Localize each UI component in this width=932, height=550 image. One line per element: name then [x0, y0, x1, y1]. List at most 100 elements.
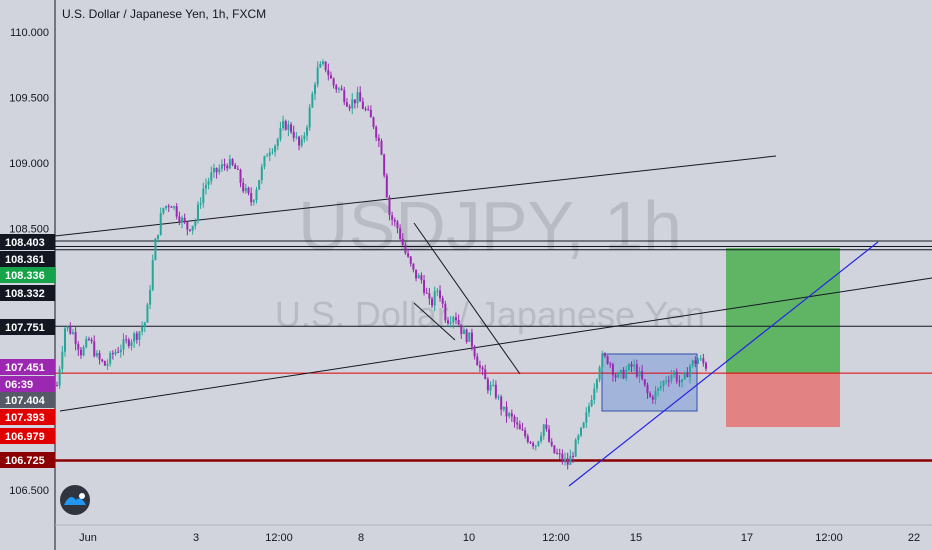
candle-body-231 [670, 375, 673, 381]
candle-body-111 [351, 99, 354, 109]
candle-body-155 [468, 332, 471, 342]
candle-body-23 [117, 351, 120, 353]
candle-body-72 [247, 187, 250, 194]
candle-body-56 [204, 184, 207, 189]
candle-body-120 [375, 127, 378, 138]
candle-body-51 [191, 225, 194, 231]
candle-body-122 [380, 140, 383, 155]
candle-body-19 [106, 363, 109, 366]
candle-body-191 [564, 458, 567, 461]
candle-body-171 [510, 413, 513, 417]
candle-body-69 [239, 169, 242, 183]
candle-body-41 [165, 205, 168, 208]
x-tick-label-9: 22 [908, 532, 920, 544]
price-label-3: 108.332 [5, 288, 45, 300]
candle-body-148 [449, 322, 452, 324]
price-label-bg-2 [0, 267, 55, 283]
candle-body-17 [101, 359, 104, 362]
y-tick-label-2: 109.000 [9, 158, 49, 170]
x-tick-label-5: 12:00 [542, 532, 570, 544]
candle-body-147 [446, 320, 449, 324]
candle-body-190 [561, 453, 564, 461]
candle-body-150 [454, 317, 457, 320]
candle-body-149 [452, 317, 455, 323]
candle-body-206 [603, 354, 606, 357]
candle-body-198 [582, 422, 585, 428]
candle-body-197 [579, 427, 582, 436]
candle-body-157 [473, 346, 476, 357]
candle-body-76 [258, 180, 261, 190]
candle-body-237 [686, 372, 689, 378]
candle-body-129 [399, 228, 402, 239]
stop-zone[interactable] [726, 373, 840, 427]
candle-body-77 [260, 166, 263, 181]
candle-body-188 [556, 452, 559, 454]
y-tick-label-1: 109.500 [9, 92, 49, 104]
chart-title: U.S. Dollar / Japanese Yen, 1h, FXCM [62, 7, 266, 21]
candle-body-132 [407, 253, 410, 257]
candle-body-141 [431, 298, 434, 306]
candle-body-106 [337, 88, 340, 90]
candle-body-22 [114, 351, 117, 355]
rising-support-line[interactable] [568, 241, 879, 487]
candle-body-164 [492, 384, 495, 386]
candle-body-24 [119, 349, 122, 353]
candle-body-225 [654, 390, 657, 400]
upper-trendline[interactable] [54, 155, 777, 237]
candle-body-15 [95, 353, 98, 357]
candle-body-174 [518, 424, 521, 430]
candle-body-229 [665, 380, 668, 382]
lower-trendline[interactable] [59, 277, 932, 412]
candle-body-18 [103, 361, 106, 366]
candle-body-235 [681, 379, 684, 383]
candle-body-159 [478, 365, 481, 368]
candle-body-31 [138, 331, 141, 340]
candle-body-81 [271, 151, 274, 153]
candle-body-118 [369, 109, 372, 118]
candle-body-36 [151, 260, 154, 290]
candle-body-67 [234, 164, 237, 169]
candle-body-60 [215, 167, 218, 173]
candle-body-3 [63, 328, 66, 352]
price-label-bg-10 [0, 452, 55, 468]
candle-body-10 [82, 346, 85, 356]
candle-body-151 [457, 319, 460, 325]
candle-body-195 [574, 439, 577, 457]
candle-body-39 [159, 213, 162, 235]
candle-body-37 [154, 238, 157, 261]
channel-lower-line[interactable] [413, 302, 456, 341]
channel-upper-line[interactable] [413, 222, 521, 375]
x-tick-label-1: 3 [193, 532, 199, 544]
candle-body-181 [537, 441, 540, 446]
price-label-10: 106.725 [5, 455, 45, 467]
candle-body-178 [529, 442, 532, 444]
candle-body-0 [56, 385, 58, 387]
candle-body-176 [524, 430, 527, 437]
price-label-bg-9 [0, 428, 55, 444]
y-tick-label-3: 108.500 [9, 223, 49, 235]
candle-body-202 [593, 388, 596, 400]
candle-body-167 [500, 396, 503, 410]
candle-body-140 [428, 293, 431, 299]
candle-body-25 [122, 339, 125, 350]
tradingview-logo-icon[interactable] [60, 485, 90, 515]
candle-body-16 [98, 353, 101, 360]
candle-body-114 [359, 92, 362, 102]
x-tick-label-3: 8 [358, 532, 364, 544]
candle-body-85 [282, 120, 285, 129]
candle-body-44 [173, 206, 176, 208]
candle-body-109 [345, 102, 348, 107]
candle-body-63 [223, 164, 226, 166]
watermark-symbol: USDJPY, 1h [298, 187, 682, 265]
candle-body-213 [622, 369, 625, 379]
target-zone[interactable] [726, 248, 840, 373]
consolidation-rect[interactable] [601, 353, 698, 412]
candle-body-173 [516, 422, 519, 425]
candle-body-1 [58, 369, 61, 386]
candle-body-123 [383, 154, 386, 176]
candle-body-53 [196, 204, 199, 221]
candle-body-137 [420, 275, 423, 281]
candle-body-144 [439, 290, 442, 299]
candle-body-29 [133, 333, 136, 342]
